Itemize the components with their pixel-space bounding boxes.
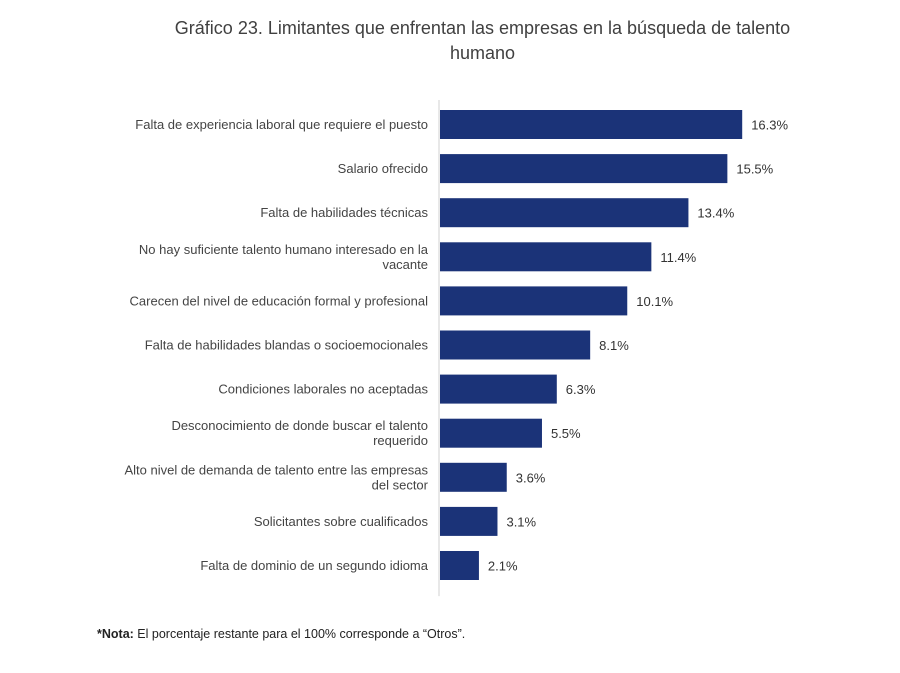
bar [440,330,591,360]
category-label: Condiciones laborales no aceptadas [218,382,428,397]
data-label: 6.3% [566,382,596,397]
data-label: 8.1% [599,338,629,353]
data-label: 5.5% [551,426,581,441]
footnote-label: *Nota: [97,627,134,641]
category-label-line: Falta de habilidades blandas o socioemoc… [145,338,429,353]
category-label: Falta de habilidades técnicas [260,205,428,220]
data-label: 3.6% [516,470,546,485]
data-label: 2.1% [488,559,518,574]
category-label: Alto nivel de demanda de talento entre l… [124,462,428,492]
data-label: 11.4% [660,250,696,265]
category-label-line: Solicitantes sobre cualificados [254,514,429,529]
data-label: 10.1% [636,294,673,309]
category-label-line: Salario ofrecido [338,161,428,176]
category-label: Carecen del nivel de educación formal y … [130,293,429,308]
bar [440,286,628,316]
category-label-line: Alto nivel de demanda de talento entre l… [124,462,428,477]
category-label-line: Falta de experiencia laboral que requier… [135,117,428,132]
bar [440,506,498,536]
category-label-line: del sector [372,477,429,492]
category-label: Solicitantes sobre cualificados [254,514,429,529]
category-label-line: Condiciones laborales no aceptadas [218,382,428,397]
category-label: Falta de dominio de un segundo idioma [200,558,428,573]
footnote: *Nota: El porcentaje restante para el 10… [97,627,465,641]
data-label: 3.1% [506,514,536,529]
bar [440,154,728,184]
bar [440,374,557,404]
category-label-line: vacante [382,257,428,272]
bar [440,242,652,272]
data-label: 16.3% [751,118,788,133]
bar [440,198,689,228]
category-label-line: Falta de habilidades técnicas [260,205,428,220]
category-label-line: No hay suficiente talento humano interes… [139,242,429,257]
bar [440,551,479,580]
bar [440,462,507,492]
category-label-line: requerido [373,433,428,448]
category-label-line: Falta de dominio de un segundo idioma [200,558,428,573]
chart-title: Gráfico 23. Limitantes que enfrentan las… [174,18,791,63]
category-label: Falta de habilidades blandas o socioemoc… [145,338,429,353]
bar [440,110,743,139]
category-label-line: Desconocimiento de donde buscar el talen… [171,418,428,433]
category-label: Falta de experiencia laboral que requier… [135,117,428,132]
data-label: 15.5% [736,162,773,177]
category-label-line: Carecen del nivel de educación formal y … [130,293,429,308]
bar [440,418,542,448]
data-label: 13.4% [697,206,734,221]
category-label: Salario ofrecido [338,161,428,176]
category-label: Desconocimiento de donde buscar el talen… [171,418,428,448]
category-label: No hay suficiente talento humano interes… [139,242,429,272]
footnote-text: El porcentaje restante para el 100% corr… [133,627,466,641]
